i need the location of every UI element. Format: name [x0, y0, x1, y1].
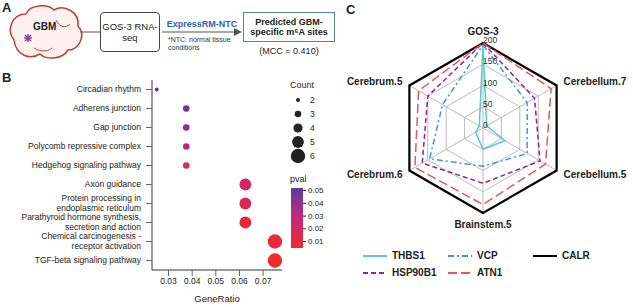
svg-text:Cerebrum.5: Cerebrum.5 — [347, 76, 403, 87]
svg-text:50: 50 — [483, 99, 493, 109]
svg-text:Polycomb repressive complex: Polycomb repressive complex — [28, 141, 142, 151]
svg-text:Cerebrum.6: Cerebrum.6 — [347, 169, 403, 180]
html-text:THBS1: THBS1 — [392, 250, 425, 261]
svg-text:100: 100 — [483, 78, 497, 88]
svg-text:5: 5 — [310, 137, 315, 147]
html-text:HSP90B1: HSP90B1 — [392, 267, 437, 278]
svg-text:3: 3 — [310, 109, 315, 119]
html-text:VCP: VCP — [477, 250, 498, 261]
html-text:CALR: CALR — [562, 250, 590, 261]
html-text:ATN1: ATN1 — [477, 267, 503, 278]
svg-text:pval: pval — [290, 174, 307, 184]
svg-text:0.06: 0.06 — [231, 276, 248, 286]
html-text:A: A — [2, 0, 12, 15]
svg-text:6: 6 — [310, 151, 315, 161]
svg-text:2: 2 — [310, 95, 315, 105]
html-text:(MCC = 0.410): (MCC = 0.410) — [259, 46, 319, 56]
html-text:*NTC: normal tissue conditions: *NTC: normal tissue conditions — [168, 36, 231, 51]
svg-text:TGF-beta signaling pathway: TGF-beta signaling pathway — [35, 255, 142, 265]
svg-text:0.07: 0.07 — [255, 276, 272, 286]
svg-text:0: 0 — [483, 120, 488, 130]
svg-text:Hedgehog signaling pathway: Hedgehog signaling pathway — [32, 160, 142, 170]
svg-text:Brainstem.5: Brainstem.5 — [454, 219, 512, 230]
svg-text:Circadian rhythm: Circadian rhythm — [77, 84, 141, 94]
svg-text:0.01: 0.01 — [308, 237, 324, 246]
svg-text:Count: Count — [290, 80, 315, 90]
svg-text:200: 200 — [483, 35, 497, 45]
svg-text:Parathyroid hormone synthesis,: Parathyroid hormone synthesis,secretion … — [21, 212, 141, 232]
html-text:C: C — [346, 2, 356, 17]
svg-text:Gap junction: Gap junction — [93, 122, 141, 132]
svg-text:Adherens junction: Adherens junction — [73, 103, 141, 113]
svg-text:GeneRatio: GeneRatio — [194, 293, 239, 304]
svg-text:Protein processing inendoplasm: Protein processing inendoplasmic reticul… — [56, 193, 141, 213]
html-text:GOS-3 RNA-seq: GOS-3 RNA-seq — [102, 21, 158, 43]
html-text:Predicted GBM-specific m⁶A sit: Predicted GBM-specific m⁶A sites — [250, 17, 328, 37]
svg-text:Cerebellum.5: Cerebellum.5 — [564, 169, 627, 180]
svg-text:0.05: 0.05 — [308, 186, 324, 195]
svg-text:4: 4 — [310, 123, 315, 133]
svg-text:0.03: 0.03 — [160, 276, 177, 286]
svg-text:0.04: 0.04 — [184, 276, 201, 286]
svg-text:Cerebellum.7: Cerebellum.7 — [564, 76, 627, 87]
svg-text:GBM: GBM — [33, 21, 56, 32]
html-text:ExpressRM-NTC: ExpressRM-NTC — [166, 19, 238, 29]
svg-text:0.02: 0.02 — [308, 224, 324, 233]
svg-text:0.03: 0.03 — [308, 212, 324, 221]
svg-text:GOS-3: GOS-3 — [467, 26, 499, 37]
svg-text:Chemical carcinogenesis -recep: Chemical carcinogenesis -receptor activa… — [41, 231, 141, 251]
svg-text:Axon guidance: Axon guidance — [85, 179, 142, 189]
html-text:B: B — [2, 70, 12, 85]
svg-text:0.05: 0.05 — [208, 276, 225, 286]
svg-text:0.04: 0.04 — [308, 199, 324, 208]
svg-text:150: 150 — [483, 56, 497, 66]
